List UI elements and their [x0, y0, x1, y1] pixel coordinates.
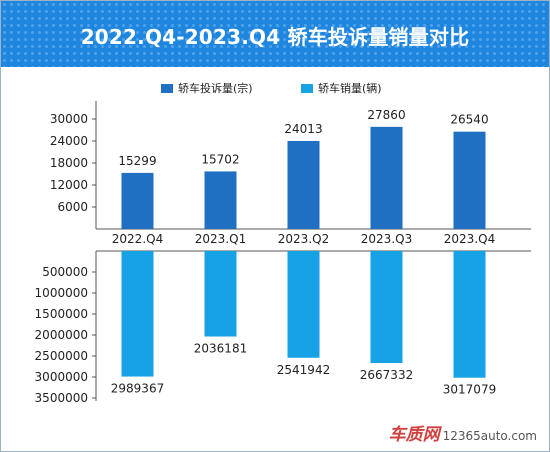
watermark-logo: 车质网 12365auto.com — [388, 425, 537, 445]
complaints-data-label: 15299 — [118, 154, 156, 168]
category-label: 2023.Q2 — [278, 232, 329, 246]
bottom-y-tick-label: 3000000 — [35, 370, 88, 384]
bottom-y-tick-label: 1000000 — [35, 286, 88, 300]
complaints-data-label: 24013 — [284, 122, 322, 136]
sales-bar-chart: 2989367 2036181 2541942 2667332 3017079 — [111, 251, 496, 397]
category-label: 2022.Q4 — [112, 232, 163, 246]
top-y-tick-label: 30000 — [50, 112, 88, 126]
top-y-tick-label: 6000 — [57, 200, 88, 214]
complaints-bar — [287, 140, 320, 229]
complaints-bar — [453, 131, 486, 229]
legend-label-complaints: 轿车投诉量(宗) — [178, 81, 253, 95]
bottom-y-tick-label: 3500000 — [35, 391, 88, 405]
bottom-y-tick-label: 1500000 — [35, 307, 88, 321]
bottom-y-tick-label: 2000000 — [35, 328, 88, 342]
sales-data-label: 2541942 — [277, 363, 330, 377]
title-banner: 2022.Q4-2023.Q4 轿车投诉量销量对比 — [1, 1, 549, 67]
complaints-data-label: 27860 — [367, 108, 405, 122]
sales-bar — [287, 251, 320, 358]
sales-bar — [370, 251, 403, 364]
category-label: 2023.Q1 — [195, 232, 246, 246]
sales-data-label: 2036181 — [194, 342, 247, 356]
bottom-y-tick-label: 2500000 — [35, 349, 88, 363]
category-label: 2023.Q3 — [361, 232, 412, 246]
legend-swatch-complaints — [161, 84, 173, 93]
sales-bar — [453, 251, 486, 378]
category-label: 2023.Q4 — [444, 232, 495, 246]
legend-swatch-sales — [301, 84, 313, 93]
sales-data-label: 2989367 — [111, 382, 164, 396]
bottom-y-tick-label: 500000 — [42, 265, 88, 279]
sales-data-label: 3017079 — [443, 383, 496, 397]
category-labels: 2022.Q4 2023.Q1 2023.Q2 2023.Q3 2023.Q4 — [112, 232, 495, 246]
top-y-tick-label: 12000 — [50, 178, 88, 192]
complaints-bar-chart: 15299 15702 24013 27860 26540 — [118, 108, 489, 229]
legend: 轿车投诉量(宗) 轿车销量(辆) — [161, 81, 382, 95]
top-y-tick-label: 18000 — [50, 156, 88, 170]
complaints-data-label: 26540 — [450, 113, 488, 127]
complaints-data-label: 15702 — [201, 152, 239, 166]
sales-data-label: 2667332 — [360, 368, 413, 382]
complaints-bar — [121, 172, 154, 229]
complaints-bar — [204, 171, 237, 229]
chart-title: 2022.Q4-2023.Q4 轿车投诉量销量对比 — [80, 25, 470, 49]
legend-label-sales: 轿车销量(辆) — [318, 81, 382, 95]
sales-bar — [204, 251, 237, 337]
top-y-tick-label: 24000 — [50, 134, 88, 148]
sales-bar — [121, 251, 154, 377]
complaints-bar — [370, 126, 403, 229]
